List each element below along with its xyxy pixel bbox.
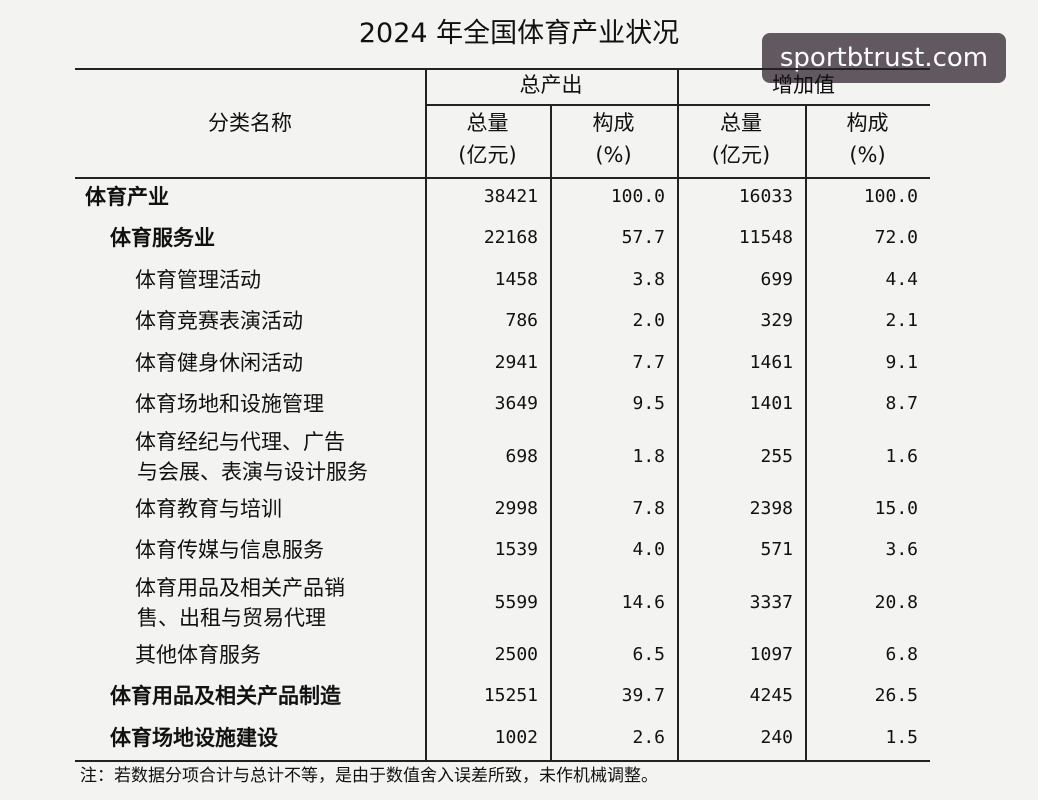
- column-header: 构成: [846, 111, 889, 135]
- table-cell: 2.0: [632, 310, 665, 332]
- row-label: 体育产业: [85, 184, 169, 209]
- column-header: (%): [849, 143, 886, 167]
- table-cell: 9.5: [632, 393, 665, 415]
- row-label: 体育场地设施建设: [110, 725, 278, 750]
- row-label: 体育服务业: [110, 226, 215, 251]
- table-cell: 2500: [494, 643, 538, 665]
- rule: [425, 68, 427, 760]
- table-cell: 1097: [749, 643, 793, 665]
- rule: [677, 68, 679, 760]
- group-header: 增加值: [772, 73, 835, 97]
- table-cell: 2398: [749, 497, 793, 519]
- column-header: 总量: [720, 111, 762, 135]
- table-cell: 22168: [483, 227, 538, 249]
- row-label: 体育健身休闲活动: [135, 350, 303, 375]
- table-cell: 240: [760, 726, 793, 748]
- table-cell: 2.6: [632, 726, 665, 748]
- row-label: 体育用品及相关产品制造: [110, 684, 341, 709]
- table-cell: 1.5: [885, 726, 918, 748]
- table-cell: 14.6: [621, 591, 665, 613]
- rule: [550, 104, 552, 760]
- rule: [75, 759, 930, 762]
- table-cell: 3.8: [632, 268, 665, 290]
- column-header: (%): [595, 143, 632, 167]
- table-cell: 8.7: [885, 393, 918, 415]
- row-label: 体育传媒与信息服务: [135, 538, 324, 563]
- table-cell: 3337: [749, 591, 793, 613]
- rule: [75, 68, 930, 70]
- table-cell: 57.7: [621, 227, 665, 249]
- table-cell: 7.8: [632, 497, 665, 519]
- table-cell: 38421: [483, 185, 538, 207]
- table-cell: 11548: [738, 227, 793, 249]
- column-header: 总量: [466, 111, 509, 135]
- table-cell: 100.0: [610, 185, 665, 207]
- column-header: (亿元): [711, 143, 771, 167]
- table-cell: 5599: [494, 591, 538, 613]
- row-label: 其他体育服务: [135, 642, 261, 667]
- column-header: (亿元): [458, 143, 517, 167]
- table-cell: 2998: [494, 497, 538, 519]
- table-cell: 4245: [749, 685, 793, 707]
- watermark: sportbtrust.com: [762, 33, 1006, 83]
- row-label: 体育教育与培训: [135, 496, 282, 521]
- table-cell: 2941: [494, 351, 538, 373]
- table-cell: 16033: [738, 185, 793, 207]
- table-cell: 1401: [749, 393, 793, 415]
- group-header: 总产出: [519, 73, 583, 97]
- row-label: 售、出租与贸易代理: [137, 605, 326, 630]
- rule: [75, 177, 930, 179]
- row-label: 体育竞赛表演活动: [135, 309, 303, 334]
- table-cell: 2.1: [885, 310, 918, 332]
- table-cell: 1458: [494, 268, 538, 290]
- table-cell: 100.0: [863, 185, 918, 207]
- table-cell: 15251: [483, 685, 538, 707]
- row-label: 体育经纪与代理、广告: [135, 429, 345, 454]
- table-cell: 15.0: [874, 497, 918, 519]
- table-cell: 72.0: [874, 227, 918, 249]
- table-cell: 1539: [494, 539, 538, 561]
- rule: [805, 104, 807, 760]
- table-cell: 9.1: [885, 351, 918, 373]
- table-cell: 329: [760, 310, 793, 332]
- table-cell: 3649: [494, 393, 538, 415]
- table-cell: 4.0: [632, 539, 665, 561]
- table-cell: 6.5: [632, 643, 665, 665]
- table-cell: 26.5: [874, 685, 918, 707]
- table-cell: 7.7: [632, 351, 665, 373]
- table-cell: 1002: [494, 726, 538, 748]
- table-cell: 39.7: [621, 685, 665, 707]
- table-cell: 786: [505, 310, 538, 332]
- table-cell: 1.6: [885, 445, 918, 467]
- table-cell: 699: [760, 268, 793, 290]
- table-cell: 571: [760, 539, 793, 561]
- row-label: 体育管理活动: [135, 267, 261, 292]
- table-cell: 698: [505, 445, 538, 467]
- row-label: 与会展、表演与设计服务: [137, 459, 368, 484]
- table-cell: 1.8: [632, 445, 665, 467]
- header-cell: 分类名称: [208, 111, 292, 135]
- table-cell: 20.8: [874, 591, 918, 613]
- table-note: 注：若数据分项合计与总计不等，是由于数值舍入误差所致，未作机械调整。: [80, 766, 658, 786]
- table-cell: 4.4: [885, 268, 918, 290]
- table-cell: 3.6: [885, 539, 918, 561]
- table-title: 2024 年全国体育产业状况: [358, 18, 680, 49]
- table-cell: 1461: [749, 351, 793, 373]
- row-label: 体育用品及相关产品销: [135, 575, 345, 600]
- table-cell: 255: [760, 445, 793, 467]
- row-label: 体育场地和设施管理: [135, 392, 324, 417]
- table-cell: 6.8: [885, 643, 918, 665]
- column-header: 构成: [592, 111, 635, 135]
